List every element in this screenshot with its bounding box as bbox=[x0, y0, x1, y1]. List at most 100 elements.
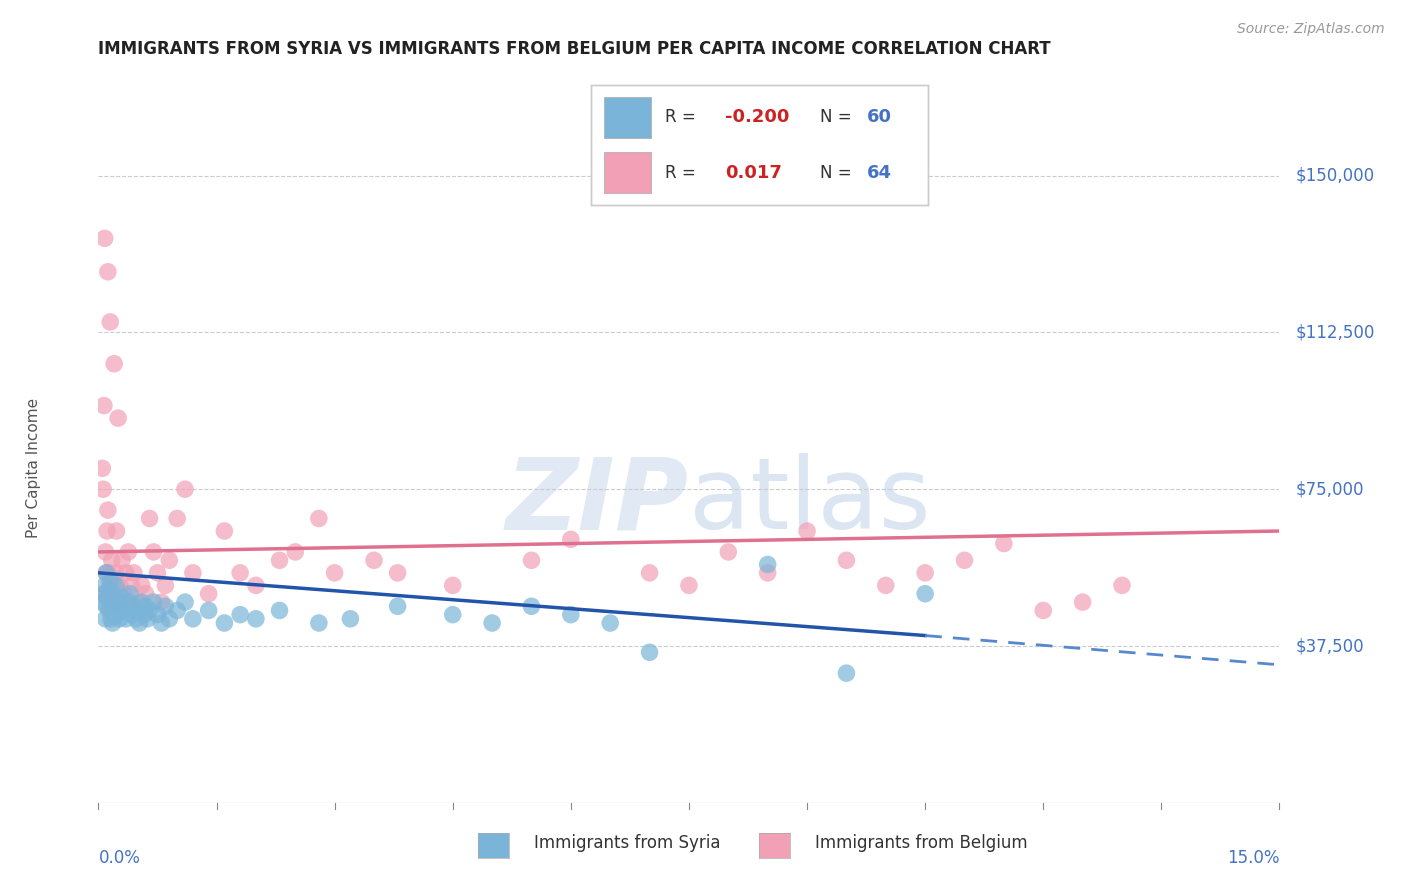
Point bbox=[155, 578, 177, 592]
Point bbox=[214, 615, 236, 630]
Point bbox=[197, 587, 219, 601]
Point bbox=[166, 511, 188, 525]
Point bbox=[94, 612, 117, 626]
Text: N =: N = bbox=[820, 108, 856, 127]
Point bbox=[308, 615, 330, 630]
Point bbox=[93, 399, 115, 413]
Point bbox=[91, 461, 114, 475]
Point bbox=[146, 607, 169, 622]
Point bbox=[387, 566, 409, 580]
Bar bbox=[605, 153, 651, 193]
Point bbox=[97, 503, 120, 517]
Point bbox=[98, 603, 121, 617]
Point bbox=[96, 566, 118, 580]
Point bbox=[136, 612, 159, 626]
Text: N =: N = bbox=[820, 163, 856, 182]
Point bbox=[323, 566, 346, 580]
Point bbox=[97, 591, 120, 605]
Point bbox=[520, 599, 543, 614]
Point bbox=[135, 587, 157, 601]
Point bbox=[97, 582, 120, 597]
Point bbox=[993, 536, 1015, 550]
Text: IMMIGRANTS FROM SYRIA VS IMMIGRANTS FROM BELGIUM PER CAPITA INCOME CORRELATION C: IMMIGRANTS FROM SYRIA VS IMMIGRANTS FROM… bbox=[98, 40, 1052, 58]
Point bbox=[914, 587, 936, 601]
Text: 15.0%: 15.0% bbox=[1227, 849, 1279, 867]
Text: R =: R = bbox=[665, 163, 706, 182]
Point bbox=[111, 553, 134, 567]
Point bbox=[363, 553, 385, 567]
Point bbox=[197, 603, 219, 617]
Point bbox=[118, 595, 141, 609]
Point bbox=[98, 578, 121, 592]
Point bbox=[122, 599, 145, 614]
Text: Per Capita Income: Per Capita Income bbox=[25, 398, 41, 539]
Point bbox=[121, 607, 143, 622]
Text: ZIP: ZIP bbox=[506, 453, 689, 550]
Point bbox=[131, 595, 153, 609]
Point bbox=[181, 612, 204, 626]
Text: atlas: atlas bbox=[689, 453, 931, 550]
Point bbox=[157, 612, 180, 626]
Point bbox=[118, 587, 141, 601]
Point bbox=[127, 603, 149, 617]
Point bbox=[105, 607, 128, 622]
Point bbox=[108, 612, 131, 626]
Point bbox=[756, 566, 779, 580]
Point bbox=[387, 599, 409, 614]
Point bbox=[146, 566, 169, 580]
Point bbox=[115, 566, 138, 580]
Point bbox=[835, 666, 858, 681]
Point bbox=[103, 574, 125, 589]
Point bbox=[599, 615, 621, 630]
Point bbox=[98, 315, 121, 329]
Point bbox=[1071, 595, 1094, 609]
Point bbox=[308, 511, 330, 525]
Point bbox=[150, 615, 173, 630]
Point bbox=[104, 578, 127, 592]
Point bbox=[269, 553, 291, 567]
Point bbox=[132, 607, 155, 622]
Point bbox=[441, 607, 464, 622]
Text: $112,500: $112,500 bbox=[1295, 324, 1375, 342]
Point bbox=[560, 607, 582, 622]
Point bbox=[94, 545, 117, 559]
Text: Source: ZipAtlas.com: Source: ZipAtlas.com bbox=[1237, 22, 1385, 37]
Point bbox=[638, 645, 661, 659]
Point bbox=[214, 524, 236, 538]
Point bbox=[97, 265, 120, 279]
Point bbox=[101, 615, 124, 630]
Point bbox=[269, 603, 291, 617]
Point bbox=[128, 615, 150, 630]
Text: 60: 60 bbox=[868, 108, 893, 127]
Point bbox=[284, 545, 307, 559]
Text: Immigrants from Syria: Immigrants from Syria bbox=[534, 834, 721, 852]
Point bbox=[93, 587, 115, 601]
Text: 0.017: 0.017 bbox=[725, 163, 782, 182]
Point bbox=[678, 578, 700, 592]
Text: 64: 64 bbox=[868, 163, 893, 182]
Text: R =: R = bbox=[665, 108, 700, 127]
Point bbox=[108, 578, 131, 592]
Point bbox=[100, 612, 122, 626]
Point bbox=[914, 566, 936, 580]
Point bbox=[756, 558, 779, 572]
Point bbox=[441, 578, 464, 592]
Point bbox=[96, 599, 118, 614]
Point bbox=[104, 566, 127, 580]
Point bbox=[1032, 603, 1054, 617]
Point bbox=[107, 595, 129, 609]
Point bbox=[93, 578, 115, 592]
Point bbox=[103, 603, 125, 617]
Point bbox=[112, 587, 135, 601]
Point bbox=[103, 587, 125, 601]
Point bbox=[229, 607, 252, 622]
Text: -0.200: -0.200 bbox=[725, 108, 790, 127]
Point bbox=[135, 599, 157, 614]
Point bbox=[138, 603, 160, 617]
Point bbox=[96, 566, 118, 580]
Point bbox=[111, 591, 134, 605]
Point bbox=[142, 595, 165, 609]
Point bbox=[245, 612, 267, 626]
Point bbox=[112, 603, 135, 617]
Point bbox=[835, 553, 858, 567]
